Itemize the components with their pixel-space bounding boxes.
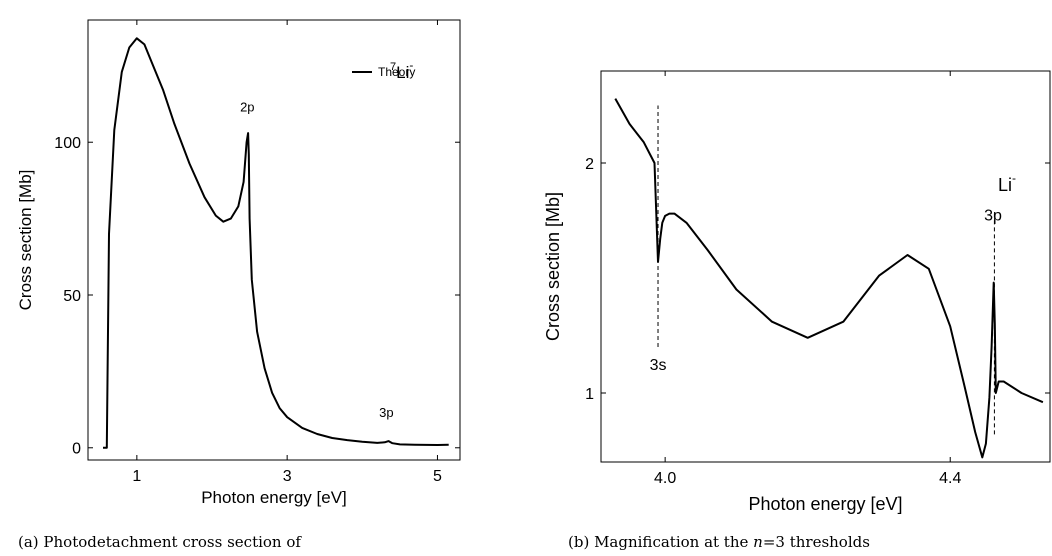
- y-tick-label: 50: [63, 288, 81, 305]
- panel-b-chart: 4.0 4.4 1 2 Photon energy [eV] Cross sectio…: [543, 70, 1051, 514]
- annotations: 3s 3p: [650, 208, 1002, 375]
- series-line: [614, 98, 1044, 459]
- annotation-label: 3p: [984, 208, 1002, 225]
- x-tick-label: 4.4: [939, 470, 961, 487]
- x-tick-label: 3: [283, 468, 292, 485]
- annotation-label: 3p: [379, 405, 393, 420]
- caption-b-suffix: =3 thresholds: [763, 533, 870, 551]
- species-mass-number: 7: [390, 61, 396, 73]
- y-tick-label: 0: [72, 441, 81, 458]
- y-axis-label: Cross section [Mb]: [543, 192, 563, 341]
- series-line-theory: [103, 37, 449, 449]
- x-tick-label: 1: [132, 468, 141, 485]
- x-axis-label: Photon energy [eV]: [201, 488, 347, 507]
- axis-ticks: [601, 71, 1050, 462]
- species-symbol: Li: [396, 63, 409, 82]
- caption-b-variable: n: [753, 533, 763, 551]
- y-axis-label: Cross section [Mb]: [16, 170, 35, 311]
- annotations: 2p 3p: [240, 100, 393, 421]
- threshold-lines: [657, 105, 995, 435]
- species-label: Li-: [998, 171, 1016, 195]
- x-axis-label: Photon energy [eV]: [748, 494, 902, 514]
- tick-labels: 4.0 4.4 1 2: [585, 156, 961, 487]
- caption-a: (a) Photodetachment cross section of: [18, 533, 302, 551]
- y-tick-label: 2: [585, 156, 594, 173]
- species-charge: -: [1012, 171, 1016, 185]
- x-tick-label: 4.0: [654, 470, 676, 487]
- legend-label-theory: Theory: [378, 65, 415, 79]
- y-tick-label: 100: [54, 135, 81, 152]
- plot-frame: [600, 70, 1051, 463]
- caption-b-prefix: (b) Magnification at the: [568, 533, 753, 551]
- species-symbol: Li: [998, 175, 1012, 195]
- caption-b: (b) Magnification at the n=3 thresholds: [568, 533, 870, 551]
- plot-frame: [87, 19, 461, 461]
- y-tick-label: 1: [585, 386, 594, 403]
- x-tick-label: 5: [433, 468, 442, 485]
- legend: Theory: [352, 65, 415, 79]
- species-charge: -: [409, 58, 413, 72]
- species-label: 7Li-: [390, 58, 413, 82]
- annotation-label: 3s: [650, 357, 667, 374]
- axis-ticks: [88, 20, 460, 460]
- annotation-label: 2p: [240, 100, 254, 115]
